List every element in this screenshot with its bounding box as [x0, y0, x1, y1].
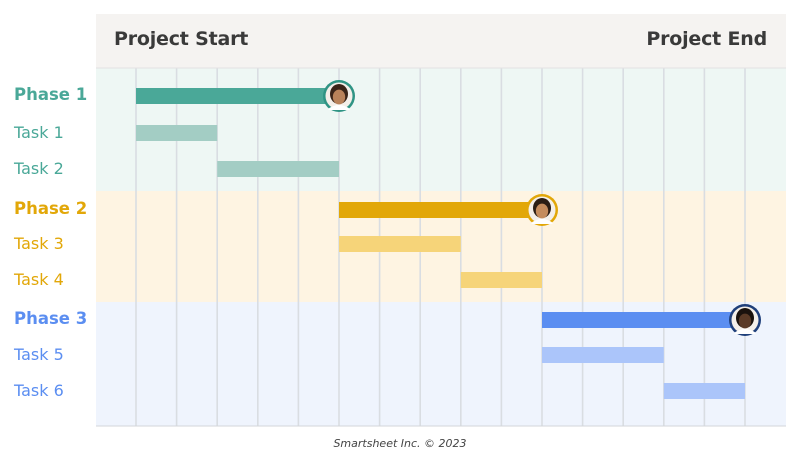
task-label: Task 5 — [14, 345, 64, 364]
task-label: Task 6 — [14, 381, 64, 400]
project-end-label: Project End — [646, 28, 767, 50]
task-label: Task 2 — [14, 159, 64, 178]
task-bar — [663, 383, 745, 399]
phase-label: Phase 3 — [14, 309, 88, 328]
credit-text: Smartsheet Inc. © 2023 — [333, 437, 467, 450]
phase-bar — [542, 312, 745, 328]
timeline-header — [96, 14, 786, 68]
avatar-face — [332, 89, 346, 105]
task-label: Task 3 — [14, 234, 64, 253]
task-bar — [460, 272, 542, 288]
person-avatar — [729, 304, 761, 336]
phase-label: Phase 1 — [14, 85, 88, 104]
avatar-shirt — [328, 105, 350, 110]
task-label: Task 4 — [14, 270, 64, 289]
person-avatar — [323, 80, 355, 112]
avatar-shirt — [734, 329, 756, 334]
task-label: Task 1 — [14, 123, 64, 142]
task-bar — [339, 236, 461, 252]
person-avatar — [526, 194, 558, 226]
task-bar — [217, 161, 339, 177]
avatar-shirt — [531, 219, 553, 224]
task-bar — [542, 347, 664, 363]
avatar-face — [738, 313, 752, 329]
task-bar — [136, 125, 218, 141]
project-start-label: Project Start — [114, 28, 249, 50]
phase-bar — [339, 202, 542, 218]
phase-label: Phase 2 — [14, 199, 88, 218]
avatar-face — [535, 203, 549, 219]
phase-bar — [136, 88, 339, 104]
